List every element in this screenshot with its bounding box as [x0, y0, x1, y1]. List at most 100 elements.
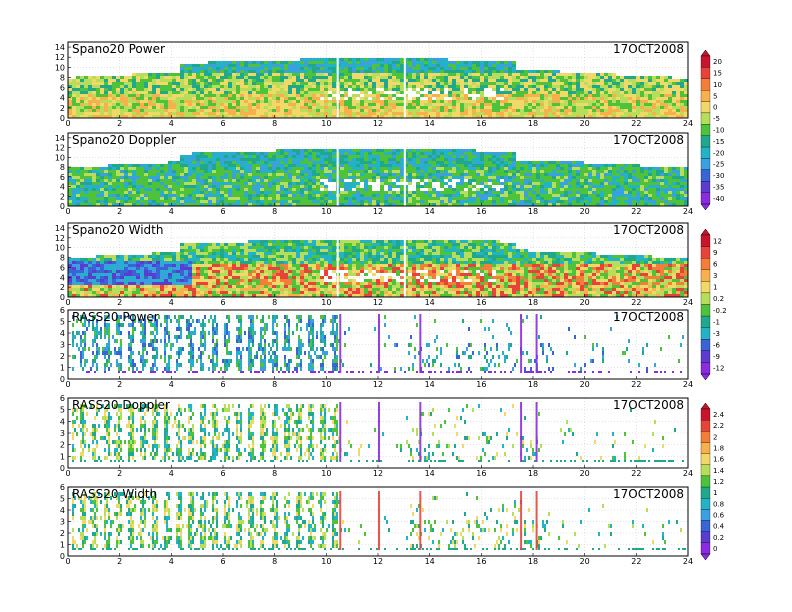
cell — [324, 97, 328, 100]
cell — [84, 79, 88, 82]
cell — [360, 167, 364, 170]
cell — [164, 176, 168, 179]
cell — [432, 155, 436, 158]
cell — [232, 79, 236, 82]
cell — [504, 112, 508, 115]
cell — [240, 185, 244, 188]
cell — [448, 185, 452, 188]
cell — [204, 85, 208, 88]
cell — [92, 200, 96, 203]
cell — [152, 82, 156, 85]
cell — [496, 158, 500, 161]
cell — [568, 176, 572, 179]
cell — [376, 176, 380, 179]
cell — [404, 194, 408, 197]
cell — [172, 203, 176, 206]
cell — [176, 100, 180, 103]
cell — [240, 158, 244, 161]
cell — [480, 188, 484, 191]
cell — [208, 70, 212, 73]
cell — [156, 176, 160, 179]
x-tick-label: 12 — [373, 119, 383, 128]
cell — [76, 91, 80, 94]
cell — [128, 112, 132, 115]
cell — [468, 91, 472, 94]
cell — [296, 91, 300, 94]
cell — [404, 155, 408, 158]
cell — [372, 91, 376, 94]
cell — [68, 170, 72, 173]
cell — [152, 109, 156, 112]
cell — [76, 106, 80, 109]
cell — [112, 112, 116, 115]
cell — [236, 82, 240, 85]
cell — [316, 197, 320, 200]
cell — [684, 85, 688, 88]
cell — [476, 76, 480, 79]
cell — [600, 85, 604, 88]
cell — [596, 188, 600, 191]
cell — [512, 182, 516, 185]
cell — [156, 188, 160, 191]
cell — [380, 112, 384, 115]
cell — [592, 85, 596, 88]
cell — [284, 164, 288, 167]
cell — [212, 191, 216, 194]
cell — [212, 164, 216, 167]
cell — [544, 170, 548, 173]
cell — [460, 76, 464, 79]
cell — [516, 100, 520, 103]
cell — [204, 115, 208, 118]
cell — [544, 94, 548, 97]
cell — [308, 158, 312, 161]
cell — [376, 76, 380, 79]
cell — [580, 194, 584, 197]
cell — [352, 61, 356, 64]
cell — [504, 182, 508, 185]
cell — [488, 185, 492, 188]
cell — [264, 67, 268, 70]
cell — [504, 106, 508, 109]
cell — [388, 182, 392, 185]
cell — [332, 58, 336, 61]
cell — [604, 85, 608, 88]
cell — [632, 173, 636, 176]
cell — [588, 109, 592, 112]
cell — [344, 149, 348, 152]
cell — [412, 167, 416, 170]
cell — [172, 76, 176, 79]
cell — [656, 91, 660, 94]
cell — [140, 106, 144, 109]
cell — [544, 197, 548, 200]
cell — [572, 185, 576, 188]
cell — [120, 88, 124, 91]
cell — [352, 112, 356, 115]
cell — [188, 191, 192, 194]
cell — [216, 103, 220, 106]
cell — [148, 112, 152, 115]
cell — [240, 64, 244, 67]
cell — [196, 88, 200, 91]
cell — [428, 97, 432, 100]
cell — [524, 70, 528, 73]
cell — [112, 188, 116, 191]
cell — [420, 164, 424, 167]
cell — [96, 197, 100, 200]
cell — [440, 185, 444, 188]
cell — [100, 191, 104, 194]
cell — [404, 94, 408, 97]
cell — [660, 97, 664, 100]
cell — [284, 173, 288, 176]
cell — [160, 97, 164, 100]
cell — [672, 88, 676, 91]
cell — [408, 182, 412, 185]
cell — [640, 109, 644, 112]
cell — [112, 115, 116, 118]
cell — [472, 167, 476, 170]
cell — [496, 167, 500, 170]
cell — [320, 173, 324, 176]
cell — [240, 191, 244, 194]
cell — [568, 179, 572, 182]
cell — [496, 94, 500, 97]
cell — [232, 203, 236, 206]
